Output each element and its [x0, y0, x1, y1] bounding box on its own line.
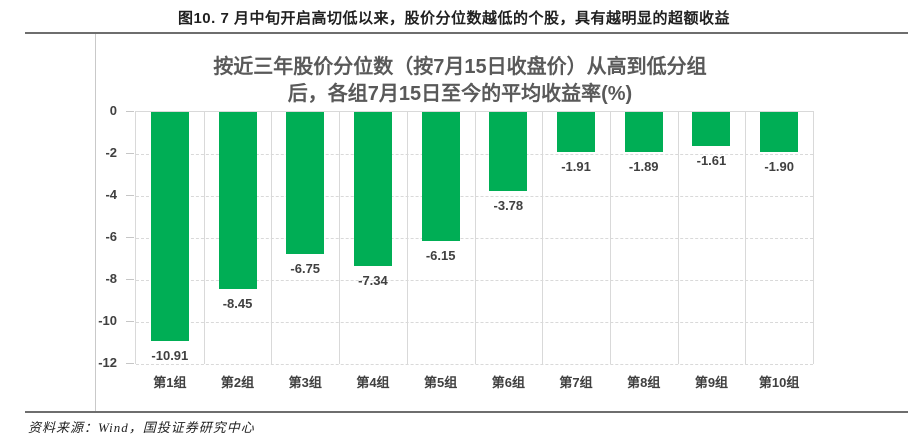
- bar: [353, 112, 392, 267]
- table-cell-divider: [95, 34, 96, 411]
- category-separator: [339, 112, 341, 364]
- y-tick-mark: [126, 153, 134, 154]
- category-separator: [271, 112, 273, 364]
- bottom-rule-divider: [25, 411, 908, 413]
- category-separator: [203, 112, 205, 364]
- bar-value-label: -1.89: [628, 158, 659, 174]
- bar: [286, 112, 325, 254]
- top-rule-divider: [25, 32, 908, 34]
- x-axis-label: 第4组: [356, 375, 390, 390]
- x-axis-label: 第8组: [627, 375, 661, 390]
- x-axis-label: 第10组: [758, 375, 800, 390]
- category-separator: [474, 112, 476, 364]
- y-axis-label: -12: [98, 355, 117, 370]
- y-tick-mark: [126, 195, 134, 196]
- y-axis-tick-marks: [126, 111, 134, 364]
- source-note: 资料来源：Wind，国投证券研究中心: [28, 420, 255, 435]
- bar-value-label: -3.78: [493, 198, 524, 214]
- y-axis-label: -2: [105, 145, 117, 160]
- category-separator: [542, 112, 544, 364]
- category-separator: [745, 112, 747, 364]
- bar: [150, 112, 189, 342]
- y-tick-mark: [126, 111, 134, 112]
- y-axis-label: -4: [105, 187, 117, 202]
- y-tick-mark: [126, 279, 134, 280]
- y-axis-label: -8: [105, 271, 117, 286]
- category-separator: [609, 112, 611, 364]
- bar: [489, 112, 528, 192]
- category-separator: [677, 112, 679, 364]
- bar-value-label: -1.91: [561, 159, 591, 175]
- y-axis-label: 0: [109, 103, 117, 118]
- plot-area: -10.91 第1组 -8.45 第2组 -6.75 第3组 -7.34 第4组 -6.15 第5…: [135, 111, 814, 390]
- x-axis-label: 第9组: [694, 375, 729, 390]
- y-axis-label: -10: [98, 313, 117, 328]
- x-axis-label: 第7组: [559, 375, 593, 390]
- bar-value-label: -6.75: [290, 260, 321, 276]
- figure-title: 图10. 7 月中旬开启高切低以来，股价分位数越低的个股，具有越明显的超额收益: [177, 10, 731, 27]
- bar-value-label: -1.61: [696, 152, 727, 168]
- bar: [760, 112, 799, 152]
- x-axis-label: 第6组: [491, 375, 525, 390]
- x-axis-label: 第5组: [424, 375, 458, 390]
- y-tick-mark: [126, 237, 134, 238]
- x-axis-label: 第3组: [288, 375, 322, 390]
- y-tick-mark: [126, 363, 134, 364]
- category-separator: [406, 112, 408, 364]
- chart-title-line2: 后，各组7月15日至今的平均收益率(%): [287, 83, 633, 105]
- x-axis-label: 第2组: [220, 375, 255, 390]
- y-tick-mark: [126, 321, 134, 322]
- bar-value-label: -1.90: [764, 158, 794, 174]
- bar: [218, 112, 257, 290]
- bar: [421, 112, 460, 242]
- y-axis-label: -6: [105, 229, 117, 244]
- x-axis-label: 第1组: [153, 375, 187, 390]
- gridline: [136, 364, 813, 365]
- bar: [692, 112, 731, 146]
- bar-value-label: -10.91: [151, 348, 189, 364]
- y-axis: 0 -2 -4 -6 -8 -10 -12: [55, 103, 117, 370]
- chart-title-line1: 按近三年股价分位数（按7月15日收盘价）从高到低分组: [213, 56, 707, 78]
- bar-value-label: -8.45: [222, 296, 253, 312]
- bar-value-label: -6.15: [425, 248, 456, 264]
- bar-value-label: -7.34: [358, 273, 388, 289]
- bar: [557, 112, 596, 153]
- bar: [624, 112, 663, 152]
